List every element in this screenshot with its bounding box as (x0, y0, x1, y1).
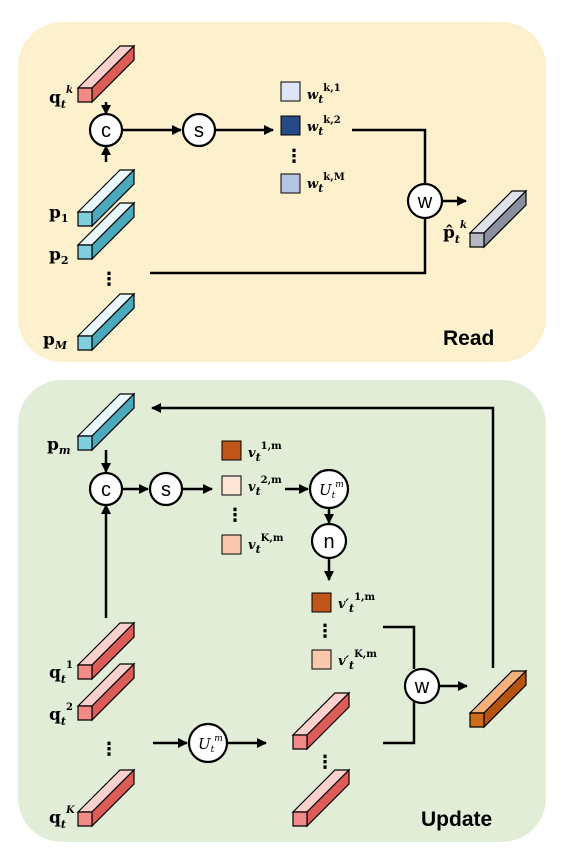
update-query-ellipsis: ⋮ (100, 739, 118, 760)
svg-text:Utm: Utm (198, 734, 223, 755)
update-concat-op: c (88, 471, 124, 507)
update-weight-op: w (403, 667, 441, 705)
read-weight-square-1 (280, 81, 301, 102)
read-weight-square-m (280, 173, 301, 194)
read-weight-label-1: wtk,1 (307, 83, 341, 106)
update-prototype-label: pm (47, 435, 71, 457)
svg-text:c: c (101, 120, 111, 142)
update-norm-label-k: v′tK,m (338, 649, 377, 672)
update-query-label-1: qt1 (49, 660, 73, 686)
update-query-label-k: qtK (49, 805, 76, 831)
read-bar-ellipsis: ⋮ (100, 269, 118, 290)
read-query-label: qtk (49, 85, 73, 111)
read-output-label: p̂tk (443, 220, 467, 246)
update-transform-op-top: Utm (308, 468, 350, 510)
read-concat-op: c (88, 112, 124, 148)
read-weight-square-2 (280, 115, 301, 136)
update-norm-label-1: v′t1,m (338, 592, 376, 615)
read-panel-title: Read (443, 327, 494, 350)
update-transformed-ellipsis: ⋮ (316, 752, 334, 773)
read-prototype-label-m: pM (43, 330, 68, 352)
read-weight-ellipsis: ⋮ (285, 146, 303, 167)
update-softmax-op: s (148, 471, 184, 507)
update-transform-op-bottom: Utm (187, 722, 229, 764)
read-weight-op: w (406, 182, 444, 220)
svg-text:w: w (414, 676, 430, 698)
svg-text:Utm: Utm (319, 480, 344, 501)
read-prototype-label-1: p1 (49, 203, 69, 225)
update-norm-ellipsis: ⋮ (316, 621, 334, 642)
update-score-square-2 (221, 475, 242, 496)
update-score-label-1: vt1,m (248, 441, 282, 464)
update-norm-square-k (311, 649, 332, 670)
update-norm-square-1 (311, 592, 332, 613)
svg-text:n: n (323, 531, 334, 553)
update-normalize-op: n (310, 522, 348, 560)
read-prototype-label-2: p2 (49, 245, 69, 267)
svg-text:s: s (161, 479, 171, 501)
update-score-ellipsis: ⋮ (226, 505, 244, 526)
update-score-label-2: vt2,m (248, 475, 282, 498)
update-panel (18, 380, 546, 842)
update-score-square-k (221, 534, 242, 555)
update-panel-title: Update (421, 808, 492, 831)
read-softmax-op: s (181, 112, 217, 148)
update-score-label-k: vtK,m (248, 533, 284, 556)
svg-text:w: w (417, 191, 433, 213)
update-score-square-1 (221, 440, 242, 461)
svg-text:c: c (101, 479, 111, 501)
read-weight-label-2: wtk,2 (307, 115, 341, 138)
read-weight-label-m: wtk,M (307, 172, 345, 195)
svg-text:s: s (194, 120, 204, 142)
update-query-label-2: qt2 (49, 702, 73, 728)
